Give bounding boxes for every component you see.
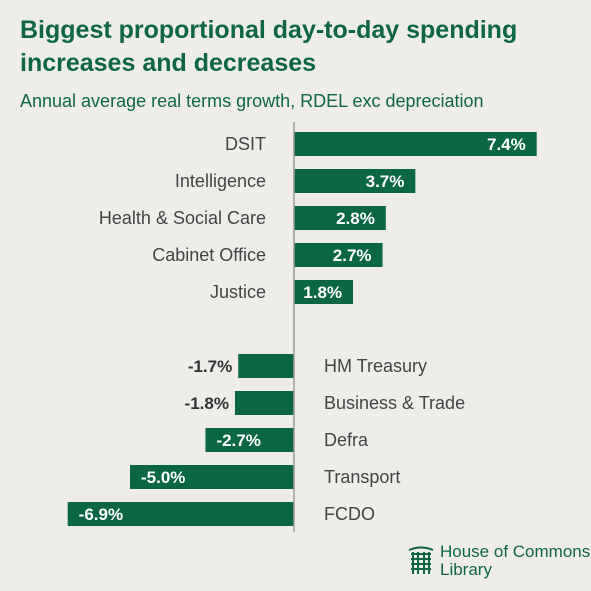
category-label-cabinet-office: Cabinet Office <box>152 245 266 265</box>
category-label-hm-treasury: HM Treasury <box>324 356 427 376</box>
bar-defra <box>205 428 294 452</box>
category-label-intelligence: Intelligence <box>175 171 266 191</box>
value-label-intelligence: 3.7% <box>366 172 405 191</box>
category-label-health-social-care: Health & Social Care <box>99 208 266 228</box>
category-label-defra: Defra <box>324 430 369 450</box>
bar-dsit <box>294 132 537 156</box>
bar-transport <box>130 465 294 489</box>
category-label-transport: Transport <box>324 467 400 487</box>
value-label-transport: -5.0% <box>141 468 185 487</box>
category-label-fcdo: FCDO <box>324 504 375 524</box>
house-of-commons-library-logo: House of Commons Library <box>408 543 590 581</box>
logo-text: House of Commons Library <box>440 543 590 579</box>
value-label-business-trade: -1.8% <box>185 394 229 413</box>
portcullis-icon <box>408 546 434 574</box>
category-label-justice: Justice <box>210 282 266 302</box>
value-label-dsit: 7.4% <box>487 135 526 154</box>
value-label-fcdo: -6.9% <box>79 505 123 524</box>
value-label-cabinet-office: 2.7% <box>333 246 372 265</box>
value-label-health-social-care: 2.8% <box>336 209 375 228</box>
value-label-justice: 1.8% <box>303 283 342 302</box>
bar-justice <box>294 280 354 304</box>
category-label-business-trade: Business & Trade <box>324 393 465 413</box>
bar-fcdo <box>67 502 295 526</box>
category-label-dsit: DSIT <box>225 134 266 154</box>
bar-business-trade <box>234 391 294 415</box>
value-label-hm-treasury: -1.7% <box>188 357 232 376</box>
logo-line-1: House of Commons <box>440 542 591 561</box>
chart-title: Biggest proportional day-to-day spending… <box>20 16 518 77</box>
chart-subtitle: Annual average real terms growth, RDEL e… <box>20 91 484 111</box>
bar-health-social-care <box>294 206 386 230</box>
bar-intelligence <box>294 169 416 193</box>
bar-cabinet-office <box>294 243 383 267</box>
value-label-defra: -2.7% <box>216 431 260 450</box>
logo-line-2: Library <box>440 560 492 579</box>
bar-hm-treasury <box>238 354 294 378</box>
